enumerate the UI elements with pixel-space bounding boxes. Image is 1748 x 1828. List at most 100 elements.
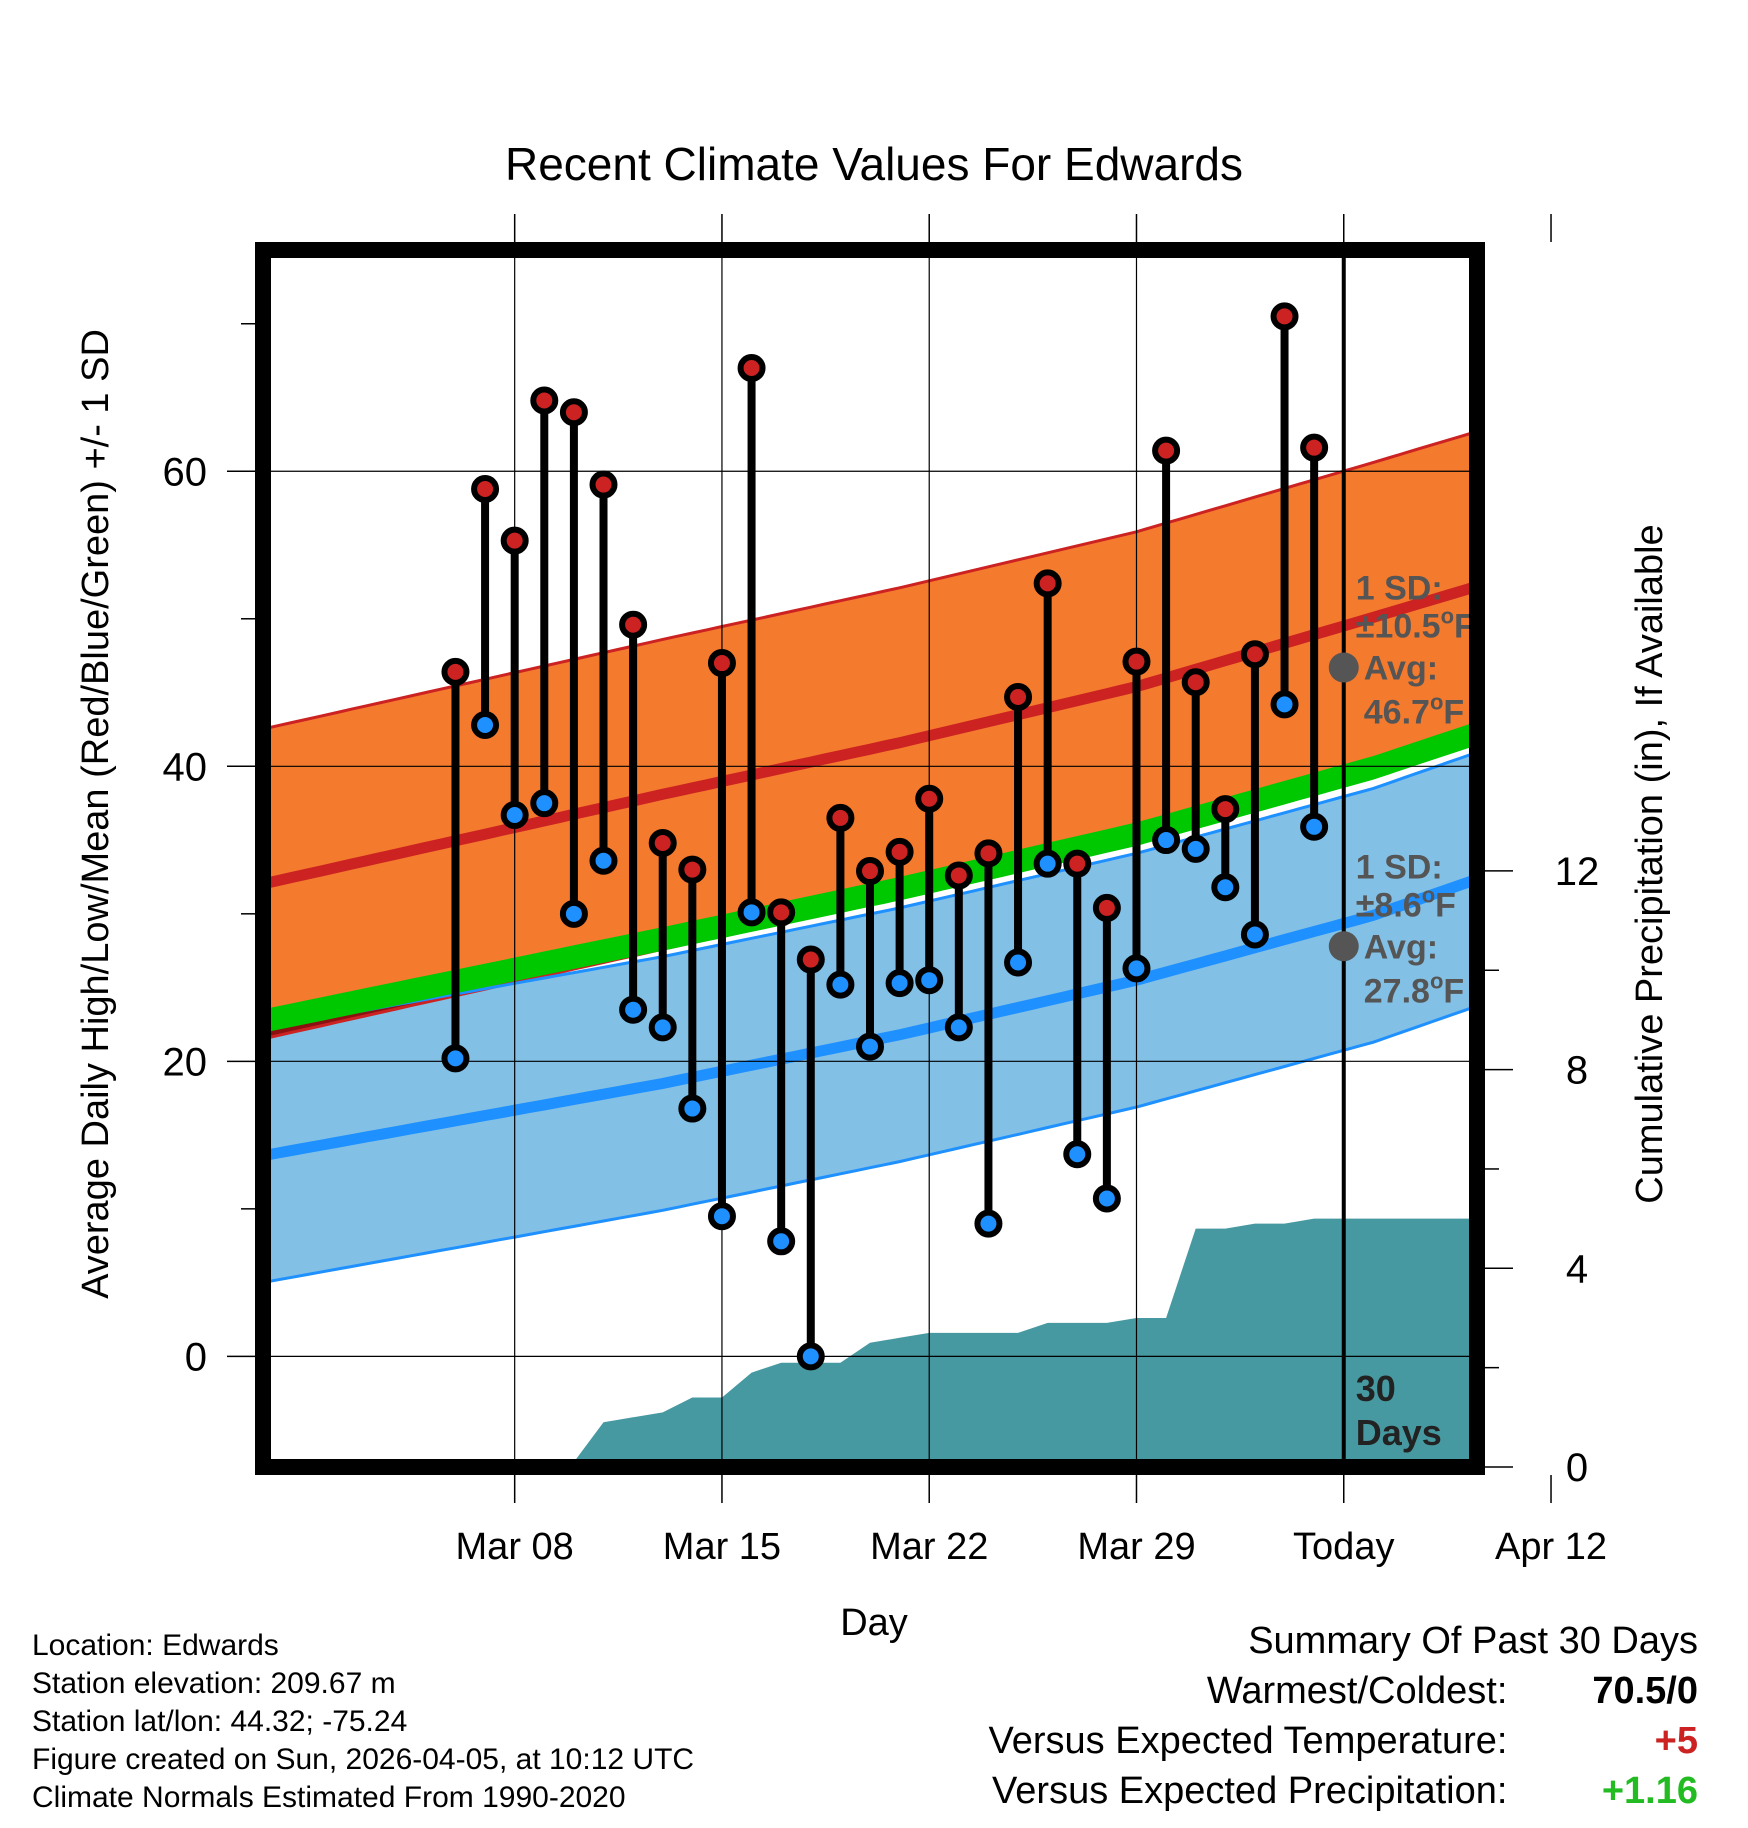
- daily-low-marker: [1152, 826, 1181, 855]
- daily-low-marker: [1300, 812, 1329, 841]
- days-label-text: Days: [1356, 1412, 1442, 1453]
- daily-low-marker: [707, 1202, 736, 1231]
- station-info: Location: Edwards Station elevation: 209…: [32, 1627, 694, 1817]
- summary-precip-value: +1.16: [1601, 1770, 1698, 1812]
- info-location: Location: Edwards: [32, 1629, 279, 1662]
- x-axis-label: Day: [840, 1602, 908, 1644]
- daily-low-marker: [856, 1032, 884, 1061]
- summary-temp-label: Versus Expected Temperature:: [988, 1720, 1508, 1762]
- daily-high-marker: [944, 861, 973, 890]
- daily-low-marker: [915, 966, 944, 995]
- daily-high-marker: [1004, 682, 1033, 711]
- annot-high-sd-unit-o: o: [1441, 603, 1454, 628]
- daily-low-marker: [1211, 873, 1240, 902]
- daily-low-marker: [826, 970, 855, 999]
- x-tick-label: Today: [1293, 1526, 1394, 1568]
- y-tick-label: 40: [163, 745, 208, 789]
- annot-low-avg-unit-f: F: [1443, 972, 1464, 1010]
- days-label-number: 30: [1356, 1368, 1396, 1409]
- daily-high-marker: [885, 837, 914, 866]
- summary-warmest-value: 70.5/0: [1592, 1670, 1698, 1712]
- daily-low-marker: [500, 800, 529, 829]
- annot-low-sd-unit-f: F: [1435, 886, 1456, 924]
- annot-low-avg-label: Avg:: [1364, 928, 1438, 966]
- low-lower-edge: [263, 1004, 1477, 1284]
- daily-high-marker: [1092, 893, 1121, 922]
- daily-high-marker: [1211, 795, 1240, 824]
- y2-tick-label: 4: [1566, 1247, 1588, 1291]
- daily-high-marker: [707, 649, 736, 678]
- y-tick-label: 60: [163, 450, 208, 494]
- annot-high-avg-number: 46.7: [1364, 693, 1430, 731]
- daily-high-marker: [648, 829, 677, 858]
- annot-low-sd-unit-o: o: [1422, 882, 1435, 907]
- daily-low-marker: [471, 710, 500, 739]
- daily-high-marker: [1240, 640, 1269, 669]
- daily-low-marker: [619, 995, 648, 1024]
- chart-title: Recent Climate Values For Edwards: [505, 138, 1243, 190]
- daily-low-marker: [944, 1013, 973, 1042]
- daily-high-marker: [530, 386, 559, 415]
- y2-axis-label: Cumulative Precipitation (in), If Availa…: [1629, 524, 1671, 1203]
- daily-low-marker: [441, 1044, 470, 1073]
- daily-high-marker: [441, 657, 470, 686]
- daily-high-marker: [1152, 436, 1181, 465]
- daily-high-marker: [737, 354, 766, 383]
- daily-high-marker: [915, 784, 944, 813]
- x-tick-label: Mar 08: [456, 1526, 574, 1568]
- daily-low-marker: [559, 899, 588, 928]
- annot-low-avg-unit-o: o: [1430, 968, 1443, 993]
- daily-high-marker: [678, 855, 707, 884]
- summary-warmest-label: Warmest/Coldest:: [1206, 1670, 1508, 1712]
- annot-low-sd-number: ±8.6: [1356, 886, 1422, 924]
- daily-low-marker: [678, 1094, 707, 1123]
- daily-low-marker: [589, 846, 618, 875]
- daily-high-marker: [1033, 569, 1062, 598]
- y2-tick-label: 0: [1566, 1446, 1588, 1490]
- daily-high-marker: [559, 398, 588, 427]
- x-tick-label: Mar 29: [1077, 1526, 1195, 1568]
- annot-high-avg-label: Avg:: [1364, 649, 1438, 687]
- daily-low-marker: [1240, 920, 1269, 949]
- daily-high-marker: [796, 945, 825, 974]
- daily-low-marker: [974, 1209, 1003, 1238]
- daily-high-marker: [1270, 302, 1299, 331]
- daily-low-marker: [1181, 834, 1210, 863]
- daily-high-marker: [1181, 668, 1210, 697]
- high-sd-band: [263, 431, 1477, 1039]
- daily-high-marker: [1063, 849, 1092, 878]
- daily-high-marker: [1122, 647, 1151, 676]
- high-upper-edge: [263, 429, 1477, 731]
- annot-low-sd-label: 1 SD:: [1356, 848, 1443, 886]
- annot-high-avg-value: 46.7oF: [1364, 689, 1464, 731]
- daily-low-marker: [1270, 690, 1299, 719]
- annot-low-avg-value: 27.8oF: [1364, 968, 1464, 1010]
- summary-precip-label: Versus Expected Precipitation:: [992, 1770, 1508, 1812]
- plot-area: [263, 250, 1477, 1467]
- daily-high-marker: [974, 839, 1003, 868]
- y2-tick-label: 8: [1566, 1049, 1588, 1093]
- annot-high-sd-value: ±10.5oF: [1356, 603, 1475, 645]
- x-tick-label: Mar 22: [870, 1526, 988, 1568]
- annot-low-sd-value: ±8.6oF: [1356, 882, 1456, 924]
- daily-high-marker: [500, 526, 529, 555]
- daily-low-marker: [1063, 1140, 1092, 1169]
- annot-high-sd-label: 1 SD:: [1356, 569, 1443, 607]
- daily-low-marker: [1122, 954, 1151, 983]
- summary-panel: Summary Of Past 30 Days Warmest/Coldest:…: [989, 1620, 1698, 1820]
- daily-high-marker: [619, 610, 648, 639]
- plot-frame: [255, 242, 1485, 1475]
- summary-temp-value: +5: [1654, 1720, 1698, 1762]
- daily-low-marker: [767, 1227, 796, 1256]
- daily-low-marker: [796, 1342, 825, 1371]
- daily-high-marker: [767, 898, 796, 927]
- normal-high-line: [263, 581, 1477, 890]
- avg-high-marker: [1328, 652, 1359, 683]
- x-tick-label: Mar 15: [663, 1526, 781, 1568]
- info-latlon: Station lat/lon: 44.32; -75.24: [32, 1705, 408, 1738]
- daily-low-marker: [1092, 1184, 1121, 1213]
- annot-high-sd-number: ±10.5: [1356, 607, 1441, 645]
- daily-low-marker: [1004, 948, 1033, 977]
- daily-high-marker: [471, 474, 500, 503]
